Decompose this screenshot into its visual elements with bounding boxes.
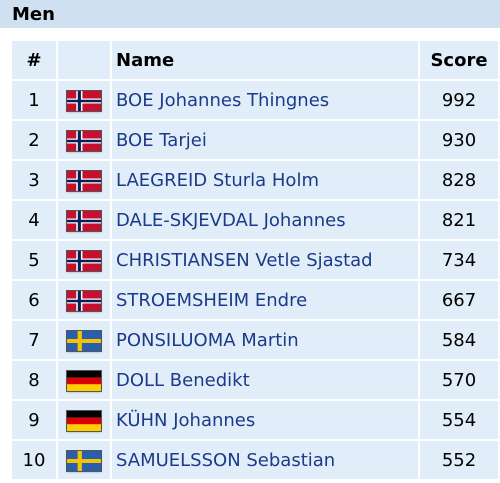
column-header-flag xyxy=(58,41,110,79)
score-cell: 554 xyxy=(420,401,498,439)
rank-cell: 1 xyxy=(12,81,56,119)
rank-cell: 8 xyxy=(12,361,56,399)
table-row: 9 KÜHN Johannes 554 xyxy=(12,401,498,439)
norway-flag-icon xyxy=(67,130,101,151)
table-body: 1 BOE Johannes Thingnes 992 2 BOE Tarjei 930 3… xyxy=(12,81,498,479)
score-cell: 552 xyxy=(420,441,498,479)
norway-flag-icon xyxy=(67,90,101,111)
score-cell: 584 xyxy=(420,321,498,359)
score-cell: 821 xyxy=(420,201,498,239)
rank-cell: 2 xyxy=(12,121,56,159)
table-row: 7 PONSILUOMA Martin 584 xyxy=(12,321,498,359)
table-row: 5 CHRISTIANSEN Vetle Sjastad 734 xyxy=(12,241,498,279)
athlete-name-link[interactable]: BOE Tarjei xyxy=(112,121,418,159)
germany-flag-icon xyxy=(67,370,101,391)
flag-cell xyxy=(58,401,110,439)
table-row: 3 LAEGREID Sturla Holm 828 xyxy=(12,161,498,199)
norway-flag-icon xyxy=(67,290,101,311)
rank-cell: 10 xyxy=(12,441,56,479)
table-row: 8 DOLL Benedikt 570 xyxy=(12,361,498,399)
norway-flag-icon xyxy=(67,250,101,271)
athlete-name-link[interactable]: CHRISTIANSEN Vetle Sjastad xyxy=(112,241,418,279)
athlete-name-link[interactable]: LAEGREID Sturla Holm xyxy=(112,161,418,199)
table-row: 4 DALE-SKJEVDAL Johannes 821 xyxy=(12,201,498,239)
flag-cell xyxy=(58,201,110,239)
table-header-row: # Name Score xyxy=(12,41,498,79)
column-header-rank: # xyxy=(12,41,56,79)
athlete-name-link[interactable]: DOLL Benedikt xyxy=(112,361,418,399)
table-row: 1 BOE Johannes Thingnes 992 xyxy=(12,81,498,119)
athlete-name-link[interactable]: DALE-SKJEVDAL Johannes xyxy=(112,201,418,239)
rank-cell: 5 xyxy=(12,241,56,279)
sweden-flag-icon xyxy=(67,450,101,471)
table-row: 10 SAMUELSSON Sebastian 552 xyxy=(12,441,498,479)
column-header-name: Name xyxy=(112,41,418,79)
flag-cell xyxy=(58,361,110,399)
ranking-table: # Name Score 1 BOE Johannes Thingnes 992 2 B… xyxy=(10,39,500,481)
score-cell: 992 xyxy=(420,81,498,119)
flag-cell xyxy=(58,241,110,279)
flag-cell xyxy=(58,81,110,119)
rank-cell: 4 xyxy=(12,201,56,239)
athlete-name-link[interactable]: KÜHN Johannes xyxy=(112,401,418,439)
rank-cell: 9 xyxy=(12,401,56,439)
rank-cell: 7 xyxy=(12,321,56,359)
score-cell: 734 xyxy=(420,241,498,279)
sweden-flag-icon xyxy=(67,330,101,351)
column-header-score: Score xyxy=(420,41,498,79)
germany-flag-icon xyxy=(67,410,101,431)
flag-cell xyxy=(58,281,110,319)
rank-cell: 3 xyxy=(12,161,56,199)
norway-flag-icon xyxy=(67,170,101,191)
flag-cell xyxy=(58,121,110,159)
table-row: 2 BOE Tarjei 930 xyxy=(12,121,498,159)
athlete-name-link[interactable]: BOE Johannes Thingnes xyxy=(112,81,418,119)
section-title: Men xyxy=(0,0,500,28)
score-cell: 667 xyxy=(420,281,498,319)
score-cell: 828 xyxy=(420,161,498,199)
table-row: 6 STROEMSHEIM Endre 667 xyxy=(12,281,498,319)
athlete-name-link[interactable]: SAMUELSSON Sebastian xyxy=(112,441,418,479)
athlete-name-link[interactable]: PONSILUOMA Martin xyxy=(112,321,418,359)
rank-cell: 6 xyxy=(12,281,56,319)
flag-cell xyxy=(58,161,110,199)
flag-cell xyxy=(58,321,110,359)
athlete-name-link[interactable]: STROEMSHEIM Endre xyxy=(112,281,418,319)
norway-flag-icon xyxy=(67,210,101,231)
score-cell: 930 xyxy=(420,121,498,159)
flag-cell xyxy=(58,441,110,479)
score-cell: 570 xyxy=(420,361,498,399)
